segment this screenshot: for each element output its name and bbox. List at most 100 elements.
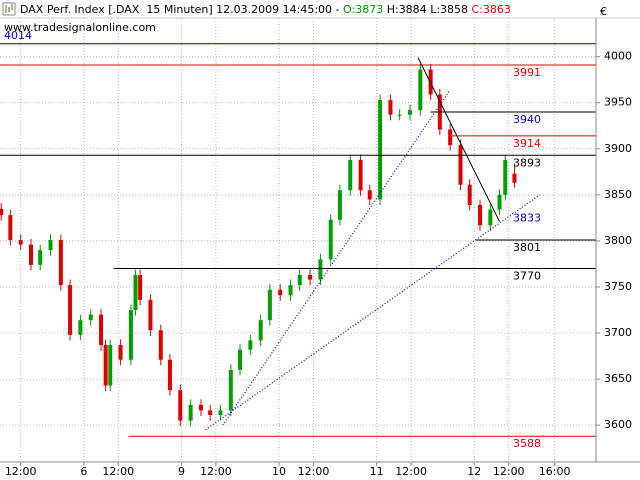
x-tick-label: 10 bbox=[272, 465, 286, 478]
candle-body bbox=[328, 219, 333, 260]
candle-body bbox=[68, 285, 73, 335]
y-tick-label: 3900 bbox=[604, 142, 632, 155]
ohlc-label: C: bbox=[472, 3, 483, 16]
level-label: 3588 bbox=[513, 437, 541, 450]
candle-body bbox=[288, 285, 293, 296]
level-label: 3914 bbox=[513, 137, 541, 150]
instrument: DAX Perf. Index [.DAX 15 Minuten] bbox=[20, 3, 213, 16]
candle-body bbox=[367, 190, 372, 200]
x-tick-label: 12:00 bbox=[493, 465, 525, 478]
ohlc-label: L: bbox=[430, 3, 440, 16]
logo bbox=[2, 2, 16, 16]
ohlc-label: H: bbox=[387, 3, 399, 16]
y-tick-label: 3950 bbox=[604, 96, 632, 109]
level-label: 3893 bbox=[513, 156, 541, 169]
y-tick-label: 4000 bbox=[604, 50, 632, 63]
candle-body bbox=[258, 320, 263, 341]
candle-body bbox=[278, 289, 283, 296]
candle-body bbox=[512, 173, 517, 183]
candle-body bbox=[267, 289, 272, 321]
ohlc-value: 3884 bbox=[399, 3, 427, 16]
candle-body bbox=[228, 369, 233, 411]
candle-body bbox=[103, 345, 108, 386]
x-tick-label: 9 bbox=[178, 465, 185, 478]
candle-body bbox=[407, 110, 412, 115]
candle-body bbox=[18, 240, 23, 245]
x-tick-label: 12:00 bbox=[395, 465, 427, 478]
trendline bbox=[205, 194, 541, 431]
level-label: 3940 bbox=[513, 113, 541, 126]
candle-body bbox=[388, 99, 393, 115]
candle-body bbox=[238, 349, 243, 370]
candle-body bbox=[133, 275, 138, 311]
y-tick-label: 3700 bbox=[604, 326, 632, 339]
candle-body bbox=[38, 250, 43, 265]
candle-body bbox=[348, 159, 353, 191]
y-tick-label: 3600 bbox=[604, 418, 632, 431]
candle-body bbox=[198, 404, 203, 411]
ohlc-value: 3863 bbox=[483, 3, 511, 16]
header: DAX Perf. Index [.DAX 15 Minuten] 12.03.… bbox=[20, 3, 511, 16]
timestamp: 12.03.2009 14:45:00 bbox=[216, 3, 332, 16]
x-tick-label: 12 bbox=[467, 465, 481, 478]
candle-body bbox=[0, 208, 4, 216]
candle-body bbox=[497, 194, 502, 210]
candle-body bbox=[158, 330, 163, 360]
candle-body bbox=[8, 215, 13, 240]
ohlc-label: O: bbox=[343, 3, 355, 16]
candle-body bbox=[108, 345, 113, 386]
separator: - bbox=[336, 3, 340, 16]
candle-body bbox=[29, 244, 34, 265]
candle-body bbox=[308, 275, 313, 280]
candle-body bbox=[58, 240, 63, 286]
trendline bbox=[417, 57, 500, 222]
candle-body bbox=[99, 314, 104, 346]
candle-body bbox=[503, 159, 508, 195]
candle-body bbox=[358, 159, 363, 191]
level-label: 3991 bbox=[513, 66, 541, 79]
candle-body bbox=[488, 209, 493, 226]
level-label: 3801 bbox=[513, 241, 541, 254]
candle-body bbox=[48, 240, 53, 251]
currency: € bbox=[600, 5, 607, 18]
candle-body bbox=[397, 114, 402, 116]
ohlc-value: 3873 bbox=[355, 3, 383, 16]
candle-body bbox=[218, 410, 223, 416]
candle-body bbox=[297, 275, 302, 286]
x-tick-label: 12:00 bbox=[102, 465, 134, 478]
candle-body bbox=[337, 190, 342, 220]
candle-body bbox=[448, 129, 453, 146]
y-tick-label: 3850 bbox=[604, 188, 632, 201]
x-tick-label: 12:00 bbox=[200, 465, 232, 478]
ohlc-value: 3858 bbox=[440, 3, 468, 16]
candle-body bbox=[478, 204, 483, 226]
candle-body bbox=[118, 345, 123, 360]
candle-body bbox=[128, 310, 133, 360]
candle-body bbox=[378, 99, 383, 200]
candle-body bbox=[88, 314, 93, 321]
candle-body bbox=[418, 69, 423, 111]
x-tick-label: 16:00 bbox=[539, 465, 571, 478]
candle-body bbox=[208, 410, 213, 416]
y-tick-label: 3650 bbox=[604, 372, 632, 385]
candle-body bbox=[178, 390, 183, 421]
y-tick-label: 3750 bbox=[604, 280, 632, 293]
candle-body bbox=[138, 275, 143, 300]
candle-body bbox=[318, 259, 323, 280]
candle-body bbox=[148, 299, 153, 331]
x-tick-label: 11 bbox=[370, 465, 384, 478]
candle-body bbox=[248, 340, 253, 350]
y-tick-label: 3800 bbox=[604, 234, 632, 247]
x-tick-label: 6 bbox=[80, 465, 87, 478]
candle-body bbox=[78, 320, 83, 335]
level-label: 3833 bbox=[513, 212, 541, 225]
candle-body bbox=[188, 404, 193, 421]
candle-body bbox=[167, 359, 172, 391]
level-label: 3770 bbox=[513, 270, 541, 283]
candle-body bbox=[458, 145, 463, 185]
candle-body bbox=[467, 184, 472, 205]
level-label: 4014 bbox=[4, 29, 32, 42]
x-tick-label: 12:00 bbox=[5, 465, 37, 478]
x-tick-label: 12:00 bbox=[298, 465, 330, 478]
